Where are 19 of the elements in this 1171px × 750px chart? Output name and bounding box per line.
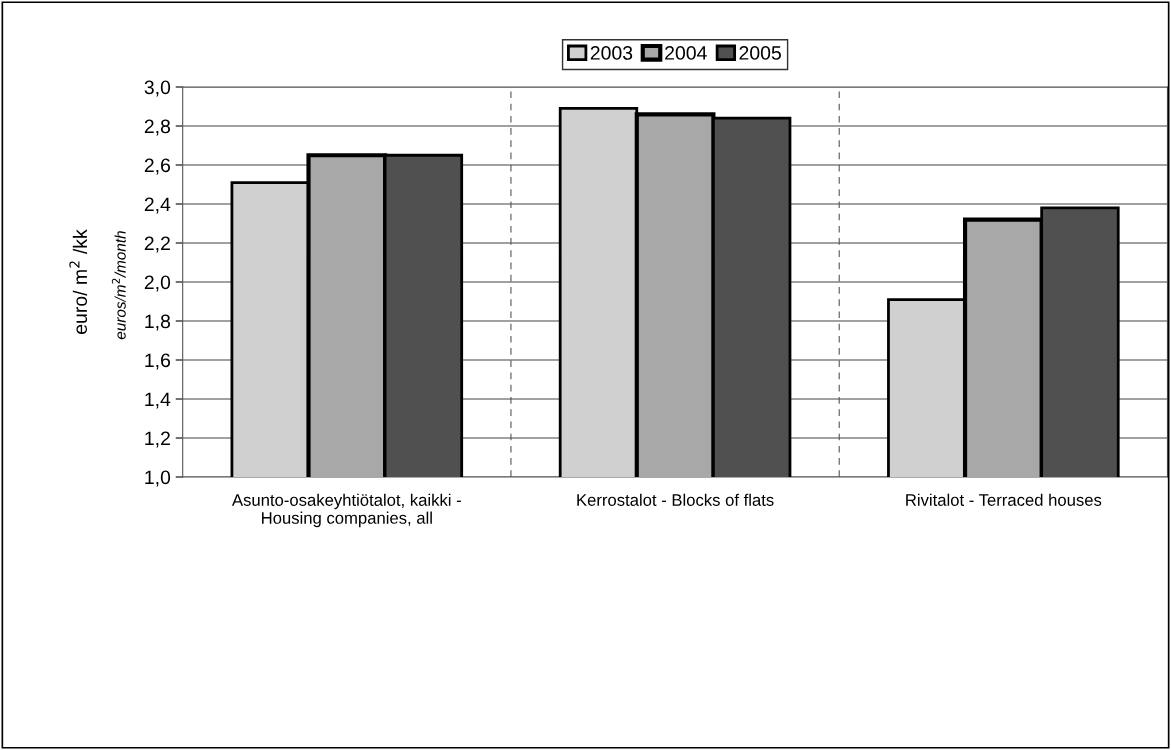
y-tick-label: 2,6 xyxy=(144,158,171,175)
x-tick-label: Kerrostalot - Blocks of flats xyxy=(577,493,774,506)
y-tick-label: 1,8 xyxy=(145,314,171,331)
legend-label: 2004 xyxy=(665,46,707,60)
legend-label: 2003 xyxy=(590,46,633,60)
y-tick-label: 2,8 xyxy=(144,119,171,136)
text: euros/m$^{2}$/month xyxy=(111,231,126,340)
legend-label: 2005 xyxy=(739,46,781,60)
x-tick-label: Asunto-osakeyhtiötalot, kaikki - Housing companies, all xyxy=(231,493,461,528)
x-tick-label: Rivitalot - Terraced houses xyxy=(906,493,1102,506)
y-tick-label: 2,2 xyxy=(144,236,170,253)
y-axis-title: euro/ m$^{2}$ /kk xyxy=(69,229,88,334)
y-tick-label: 2,0 xyxy=(144,275,171,292)
y-tick-label: 1,4 xyxy=(145,392,171,409)
y-tick-label: 3,0 xyxy=(144,80,171,97)
y-tick-label: 1,2 xyxy=(145,431,170,448)
y-tick-label: 1,6 xyxy=(145,353,171,370)
y-tick-label: 2,4 xyxy=(144,197,171,214)
y-tick-label: 1,0 xyxy=(145,470,171,487)
